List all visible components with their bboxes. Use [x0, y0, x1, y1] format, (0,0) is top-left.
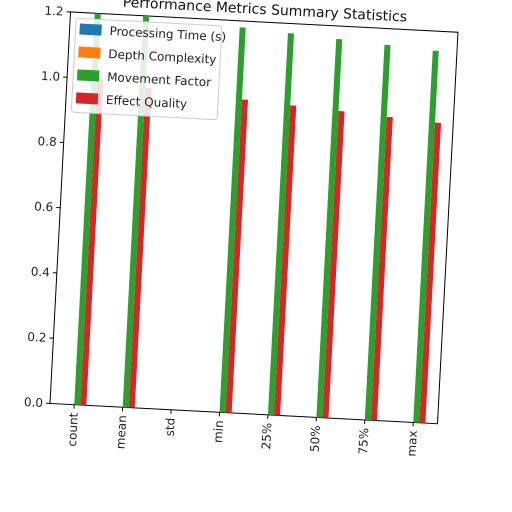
y-tick-label: 0.6	[34, 199, 54, 214]
y-tick-label: 0.8	[37, 134, 57, 149]
bar	[225, 99, 249, 413]
bar	[419, 122, 442, 424]
y-tick-label: 1.0	[41, 69, 61, 84]
x-tick-label: 75%	[356, 428, 371, 455]
legend-swatch	[75, 92, 99, 105]
x-tick-label: mean	[113, 415, 129, 450]
x-tick-label: std	[163, 417, 178, 436]
legend: Processing Time (s) Depth Complexity Movem…	[70, 17, 226, 121]
bar	[274, 105, 297, 416]
legend-swatch	[76, 69, 100, 82]
bar	[128, 87, 152, 408]
x-tick-label: 50%	[308, 425, 323, 452]
bar	[80, 78, 104, 406]
bar	[364, 44, 391, 421]
y-tick-label: 0.4	[30, 265, 50, 280]
x-tick-label: min	[211, 420, 226, 443]
y-tick-label: 1.2	[44, 4, 64, 19]
bar	[267, 33, 295, 416]
y-axis: 0.0 0.2 0.4 0.6 0.8 1.0 1.2	[24, 4, 71, 410]
bar	[316, 38, 343, 418]
legend-swatch	[79, 23, 102, 36]
legend-label: Processing Time (s)	[109, 24, 226, 44]
legend-items: Processing Time (s) Depth Complexity Movem…	[75, 23, 226, 111]
legend-label: Depth Complexity	[108, 47, 217, 67]
bar	[413, 50, 439, 423]
legend-label: Movement Factor	[107, 70, 212, 89]
legend-box	[70, 17, 223, 121]
legend-label: Effect Quality	[106, 93, 188, 111]
x-axis: count mean std min 25% 50% 75% max	[65, 404, 420, 457]
legend-swatch	[78, 46, 101, 59]
bar	[219, 27, 246, 413]
y-tick-label: 0.0	[24, 395, 44, 410]
x-tick-label: count	[65, 412, 81, 447]
x-tick-label: 25%	[259, 422, 274, 449]
y-tick-label: 0.2	[27, 330, 47, 345]
x-tick-label: max	[404, 430, 419, 457]
bar	[370, 116, 393, 421]
bar	[322, 111, 345, 419]
